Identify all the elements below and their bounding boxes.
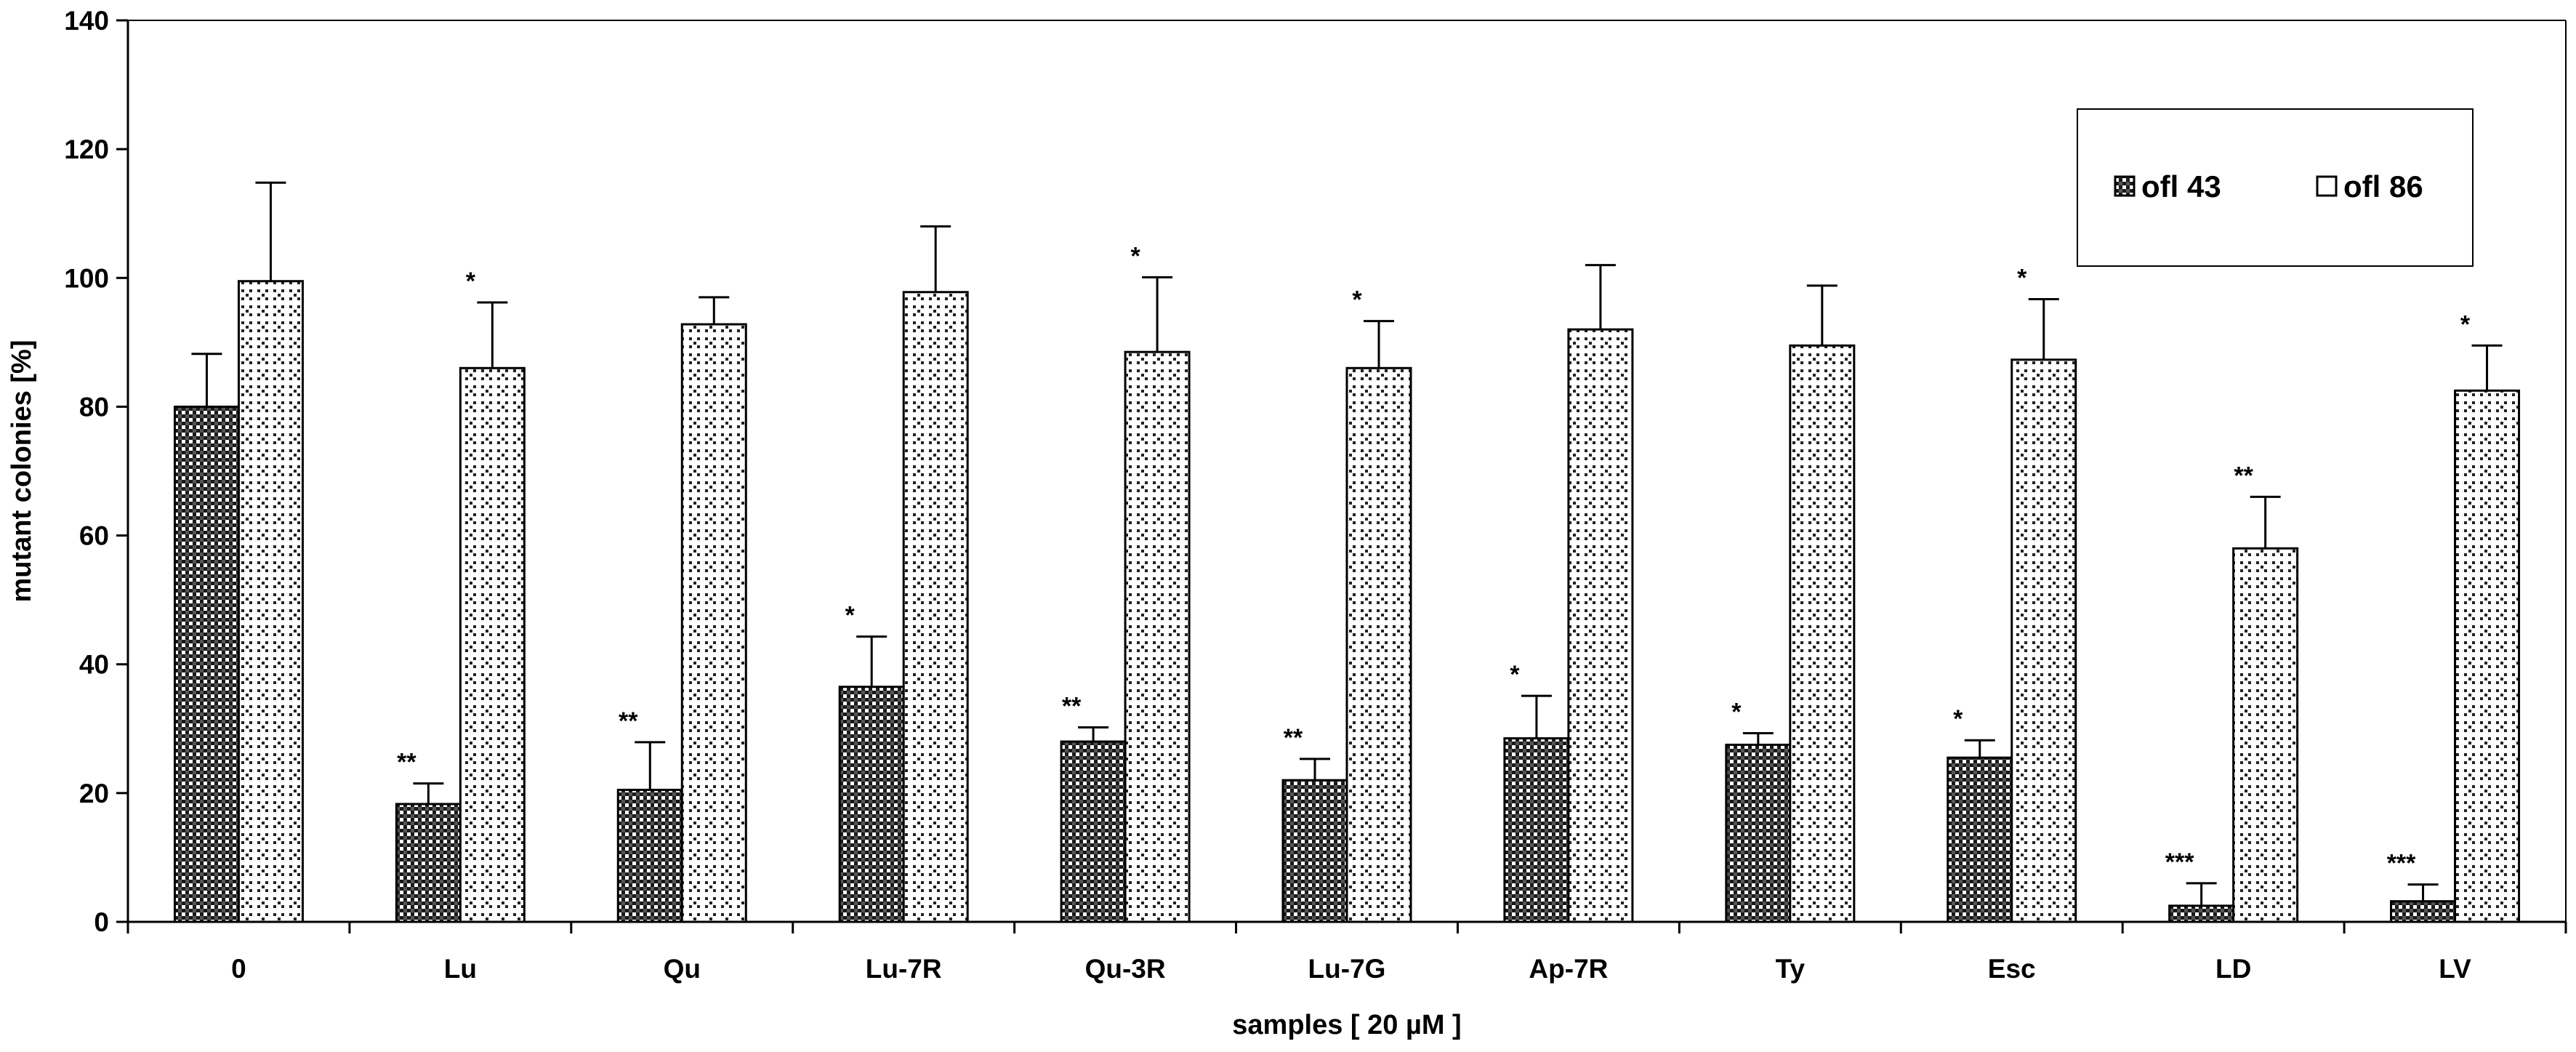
x-tick-label: Qu [664, 954, 701, 984]
x-axis-ticks: 0 Lu Qu Lu-7R Qu-3R Lu-7G Ap-7R Ty Esc LD LV [126, 922, 2567, 984]
bar [616, 788, 683, 923]
legend: ofl 43 ofl 86 [2077, 108, 2474, 267]
legend-box [2077, 108, 2474, 267]
y-tick-label: 100 [64, 263, 109, 293]
legend-swatch-ofl-86 [2316, 175, 2338, 197]
x-tick-label: Lu-7G [1308, 954, 1386, 984]
bar [838, 686, 905, 923]
significance-label: ** [2234, 462, 2253, 489]
bar-series [173, 280, 2521, 923]
significance-label: * [1510, 661, 1520, 688]
significance-label: *** [2387, 850, 2416, 878]
y-tick-label: 20 [79, 779, 109, 808]
significance-label: ** [397, 749, 416, 776]
y-tick-label: 60 [79, 521, 109, 551]
legend-label-ofl-86: ofl 86 [2343, 169, 2423, 204]
x-tick-label: Ty [1776, 954, 1806, 984]
x-tick-label: Qu-3R [1085, 954, 1166, 984]
x-tick-label: Ap-7R [1529, 954, 1608, 984]
bar [2390, 900, 2457, 923]
x-tick-label: Lu [444, 954, 477, 984]
bar [237, 280, 304, 923]
y-tick-label: 0 [94, 907, 109, 937]
significance-label: *** [2165, 848, 2194, 876]
bar [1124, 350, 1191, 923]
significance-label: ** [1062, 693, 1082, 720]
legend-swatch-ofl-43 [2114, 175, 2136, 197]
significance-label: * [466, 268, 476, 295]
bar [2232, 547, 2299, 923]
y-axis-title: mutant colonies [%] [7, 340, 37, 602]
significance-label: * [2460, 310, 2471, 338]
bar [902, 291, 969, 923]
bar [2011, 358, 2077, 923]
significance-label: ** [619, 707, 638, 735]
y-tick-label: 120 [64, 134, 109, 164]
significance-label: * [1953, 705, 1963, 733]
bar [1725, 743, 1792, 923]
bar [1567, 328, 1634, 923]
significance-label: * [1130, 242, 1140, 270]
bar [2454, 389, 2521, 923]
x-tick-label: 0 [231, 954, 246, 984]
significance-label: * [1352, 286, 1362, 314]
bar [395, 803, 462, 923]
significance-label: * [2017, 265, 2027, 292]
x-tick-label: Esc [1988, 954, 2036, 984]
bar [459, 366, 526, 923]
bar [1947, 756, 2013, 923]
bar [173, 405, 240, 923]
y-tick-label: 40 [79, 650, 109, 680]
bar [1503, 737, 1570, 923]
significance-label: ** [1284, 724, 1303, 752]
bar [680, 323, 747, 923]
bar [1060, 740, 1127, 923]
bar [1789, 344, 1856, 923]
y-tick-label: 140 [64, 6, 109, 36]
y-tick-label: 80 [79, 392, 109, 422]
significance-label: * [845, 602, 856, 630]
y-axis-ticks: 0 20 40 60 80 100 120 140 [64, 6, 128, 937]
x-axis-title: samples [ 20 µM ] [1232, 1010, 1461, 1040]
bar [2168, 904, 2235, 923]
x-tick-label: LD [2215, 954, 2251, 984]
bar [1281, 779, 1348, 923]
x-tick-label: LV [2439, 954, 2471, 984]
significance-label: * [1731, 698, 1742, 726]
bar [1345, 366, 1412, 923]
legend-label-ofl-43: ofl 43 [2141, 169, 2221, 204]
error-bars [191, 181, 2503, 906]
significance-markers: *********** **** ********** [397, 242, 2471, 877]
x-tick-label: Lu-7R [866, 954, 942, 984]
